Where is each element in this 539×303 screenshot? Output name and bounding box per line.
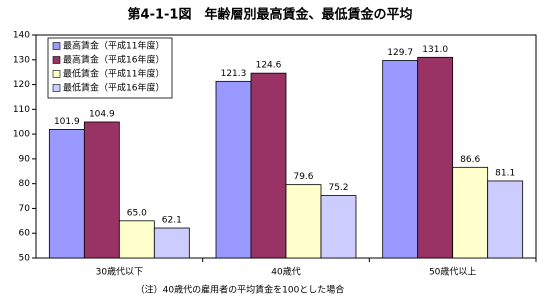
value-label: 79.6 <box>293 172 313 182</box>
y-tick-label: 90 <box>19 154 31 164</box>
bar <box>118 220 155 259</box>
value-label: 129.7 <box>387 48 413 58</box>
legend-box <box>47 37 173 99</box>
legend-label: 最高賃金（平成11年度） <box>63 40 164 52</box>
bar <box>487 180 524 259</box>
legend-label: 最低賃金（平成16年度） <box>63 82 164 94</box>
legend-swatch <box>52 56 61 64</box>
bar <box>83 121 120 259</box>
chart-title: 第4-1-1図 年齢層別最高賃金、最低賃金の平均 <box>128 7 413 23</box>
x-tick-label: 50歳代以上 <box>429 266 476 278</box>
legend-label: 最低賃金（平成11年度） <box>63 68 164 80</box>
y-tick-label: 50 <box>19 254 31 264</box>
value-label: 86.6 <box>460 155 480 165</box>
x-tick-label: 30歳代以下 <box>96 266 143 278</box>
value-label: 121.3 <box>221 69 247 79</box>
bar <box>250 72 287 259</box>
y-tick-label: 70 <box>19 204 31 214</box>
value-label: 81.1 <box>495 168 515 178</box>
legend-swatch <box>52 42 61 50</box>
y-tick-label: 140 <box>13 31 30 41</box>
note: （注）40歳代の雇用者の平均賃金を100とした場合 <box>136 284 345 296</box>
value-label: 65.0 <box>127 208 147 218</box>
value-label: 75.2 <box>328 183 348 193</box>
bar <box>417 56 454 259</box>
bar <box>215 80 252 259</box>
bar <box>153 227 190 259</box>
y-tick-label: 80 <box>19 179 31 189</box>
bar <box>320 195 357 259</box>
bar <box>382 60 419 259</box>
bar <box>48 129 85 259</box>
legend-label: 最高賃金（平成16年度） <box>63 54 164 66</box>
x-tick-label: 40歳代 <box>271 266 300 278</box>
value-label: 104.9 <box>89 109 115 119</box>
value-label: 101.9 <box>54 117 80 127</box>
y-tick-label: 110 <box>13 105 30 115</box>
value-label: 62.1 <box>162 216 182 226</box>
legend-swatch <box>52 70 61 78</box>
value-label: 124.6 <box>256 61 282 71</box>
y-tick-label: 120 <box>13 80 30 90</box>
bar <box>452 166 489 259</box>
y-tick-label: 130 <box>13 55 30 65</box>
legend-swatch <box>52 84 61 92</box>
value-label: 131.0 <box>422 45 448 55</box>
y-tick-label: 60 <box>19 229 31 239</box>
bar <box>285 184 322 259</box>
y-tick-label: 100 <box>13 130 30 140</box>
